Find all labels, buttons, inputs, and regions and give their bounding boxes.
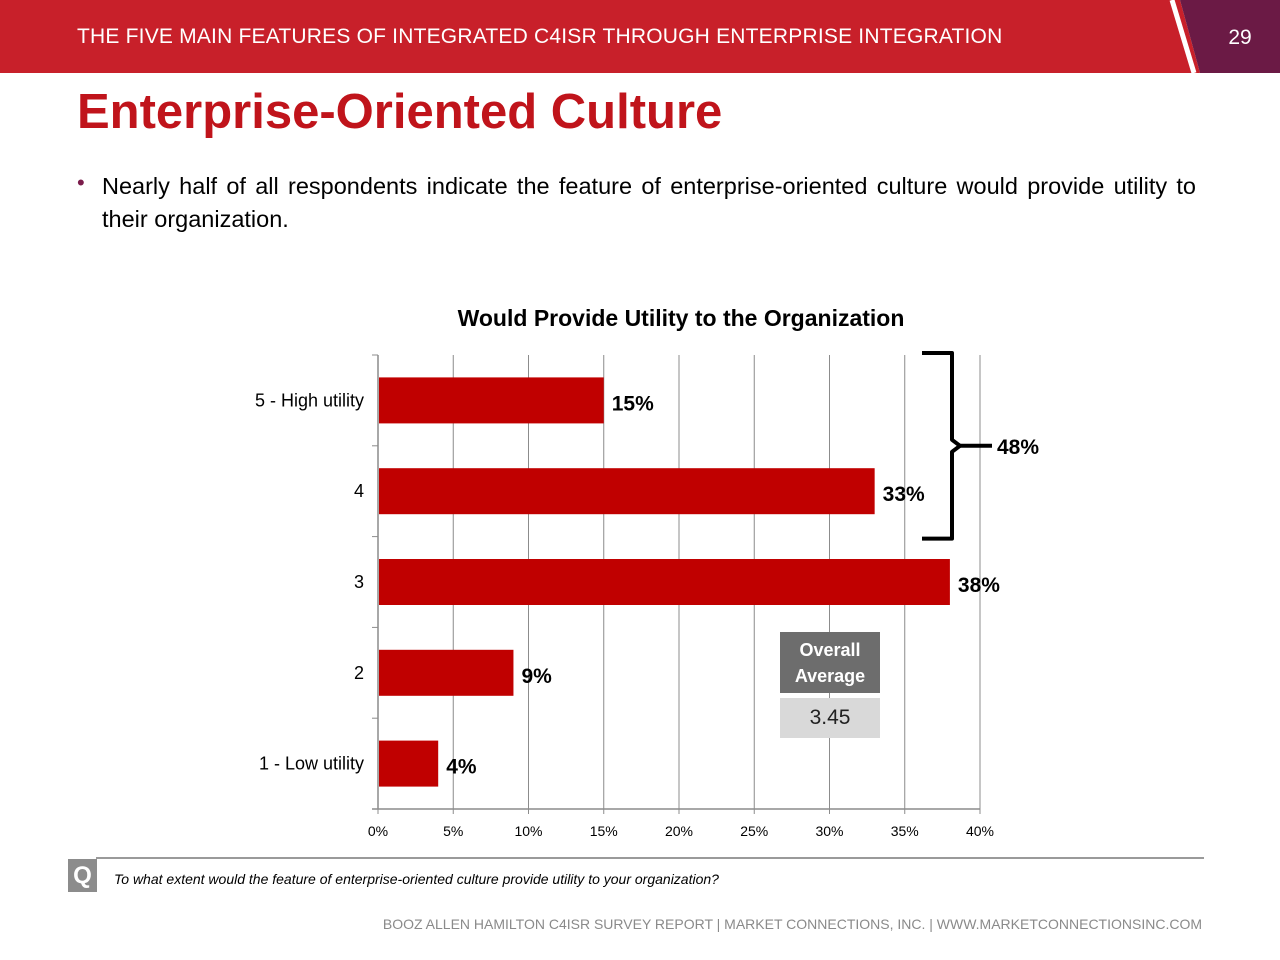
x-tick-label: 35% — [891, 823, 919, 839]
page-number: 29 — [1228, 26, 1252, 49]
chart-title: Would Provide Utility to the Organizatio… — [458, 305, 905, 331]
x-tick-label: 30% — [815, 823, 843, 839]
bullet-text: Nearly half of all respondents indicate … — [102, 173, 1196, 232]
bar — [379, 649, 514, 696]
bar — [379, 468, 875, 515]
bar — [379, 740, 439, 787]
data-label: 15% — [612, 392, 654, 415]
category-label: 5 - High utility — [255, 390, 364, 410]
data-label: 9% — [521, 665, 552, 688]
x-tick-label: 20% — [665, 823, 693, 839]
category-label: 2 — [354, 663, 364, 683]
header-bar: THE FIVE MAIN FEATURES OF INTEGRATED C4I… — [0, 0, 1280, 73]
slide-title: Enterprise-Oriented Culture — [77, 85, 723, 139]
category-label: 3 — [354, 572, 364, 592]
x-tick-label: 40% — [966, 823, 994, 839]
overall-average-label: Overall Average — [780, 632, 880, 693]
data-label: 33% — [883, 483, 925, 506]
data-label: 38% — [958, 574, 1000, 597]
x-tick-label: 25% — [740, 823, 768, 839]
overall-average-value: 3.45 — [780, 698, 880, 738]
bullet-mark: • — [77, 170, 85, 195]
header-title: THE FIVE MAIN FEATURES OF INTEGRATED C4I… — [77, 25, 1003, 48]
question-icon: Q — [68, 859, 97, 892]
x-tick-label: 15% — [590, 823, 618, 839]
x-tick-label: 5% — [443, 823, 463, 839]
overall-average-box: Overall Average 3.45 — [780, 632, 880, 738]
data-label: 4% — [446, 756, 477, 779]
x-tick-label: 10% — [514, 823, 542, 839]
bracket — [922, 351, 962, 541]
question-text: To what extent would the feature of ente… — [114, 871, 719, 887]
bracket-label: 48% — [997, 436, 1039, 459]
header-background — [0, 0, 1280, 73]
bar — [379, 377, 604, 424]
category-label: 1 - Low utility — [259, 754, 364, 774]
footer-text: BOOZ ALLEN HAMILTON C4ISR SURVEY REPORT … — [382, 916, 1202, 932]
bar — [379, 559, 950, 605]
category-label: 4 — [354, 481, 364, 501]
question-divider — [96, 857, 1204, 859]
x-tick-label: 0% — [368, 823, 388, 839]
